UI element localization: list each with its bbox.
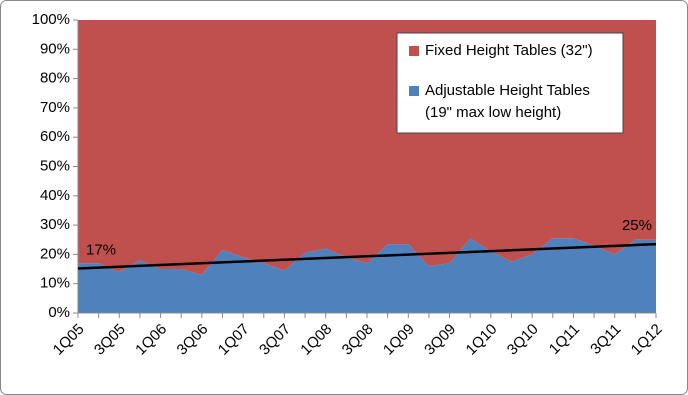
y-tick-label: 100% xyxy=(32,11,70,28)
y-tick-label: 10% xyxy=(40,275,70,292)
area xyxy=(78,238,656,313)
y-tick-label: 20% xyxy=(40,245,70,262)
legend-swatch xyxy=(409,46,419,56)
y-tick-label: 60% xyxy=(40,128,70,145)
y-tick-label: 50% xyxy=(40,157,70,174)
legend-label: Fixed Height Tables (32") xyxy=(425,42,593,59)
y-tick-label: 30% xyxy=(40,216,70,233)
legend xyxy=(396,32,624,134)
y-tick-label: 80% xyxy=(40,70,70,87)
y-tick-label: 70% xyxy=(40,99,70,116)
legend-swatch xyxy=(409,86,419,96)
trendline xyxy=(77,242,657,270)
legend-label: Adjustable Height Tables (19" max low hei… xyxy=(425,82,590,121)
annotation: 25% xyxy=(622,217,652,234)
annotation: 17% xyxy=(86,241,116,258)
y-tick-label: 0% xyxy=(48,304,70,321)
y-tick-label: 90% xyxy=(40,40,70,57)
y-tick-label: 40% xyxy=(40,187,70,204)
